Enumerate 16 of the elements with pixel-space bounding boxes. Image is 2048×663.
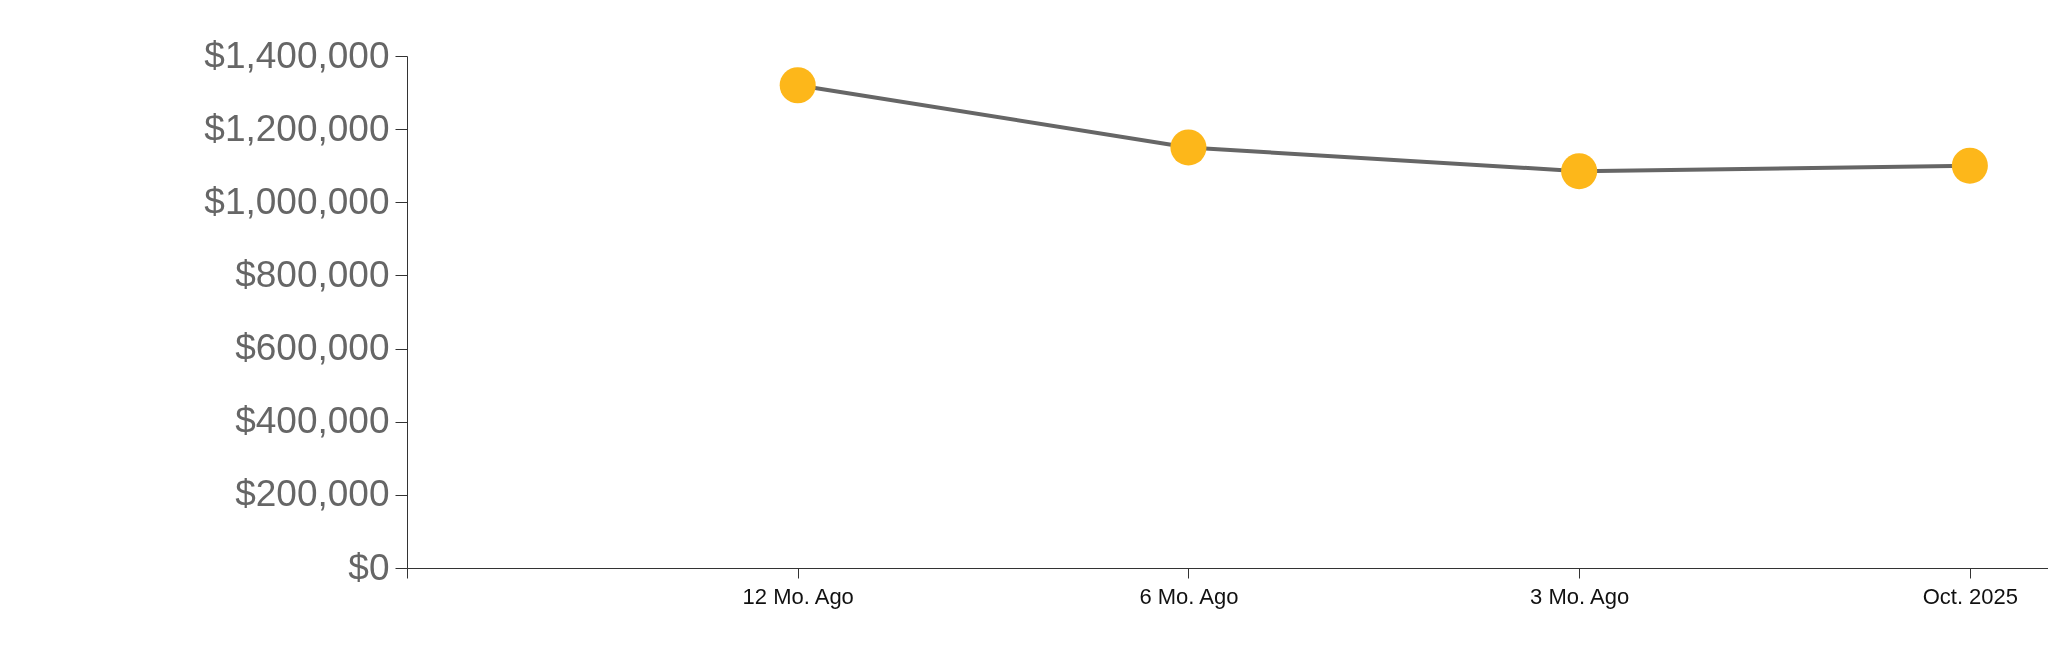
- y-tick-label: $1,400,000: [204, 34, 390, 76]
- point: [779, 67, 816, 104]
- y-tick-label: $200,000: [235, 473, 390, 515]
- y-tick-label: $400,000: [235, 400, 390, 442]
- x-tick-label: 12 Mo. Ago: [742, 583, 854, 609]
- y-tick-label: $800,000: [235, 253, 390, 295]
- point: [1170, 129, 1207, 166]
- point: [1951, 147, 1988, 184]
- y-tick-label: $600,000: [235, 327, 390, 369]
- point: [1561, 153, 1598, 190]
- x-tick-label: 6 Mo. Ago: [1139, 583, 1239, 609]
- y-tick-label: $0: [348, 546, 390, 588]
- y-tick-label: $1,000,000: [204, 180, 390, 222]
- x-tick-label: 3 Mo. Ago: [1530, 583, 1630, 609]
- x-tick-label: Oct. 2025: [1922, 583, 2019, 609]
- y-tick-label: $1,200,000: [204, 107, 390, 149]
